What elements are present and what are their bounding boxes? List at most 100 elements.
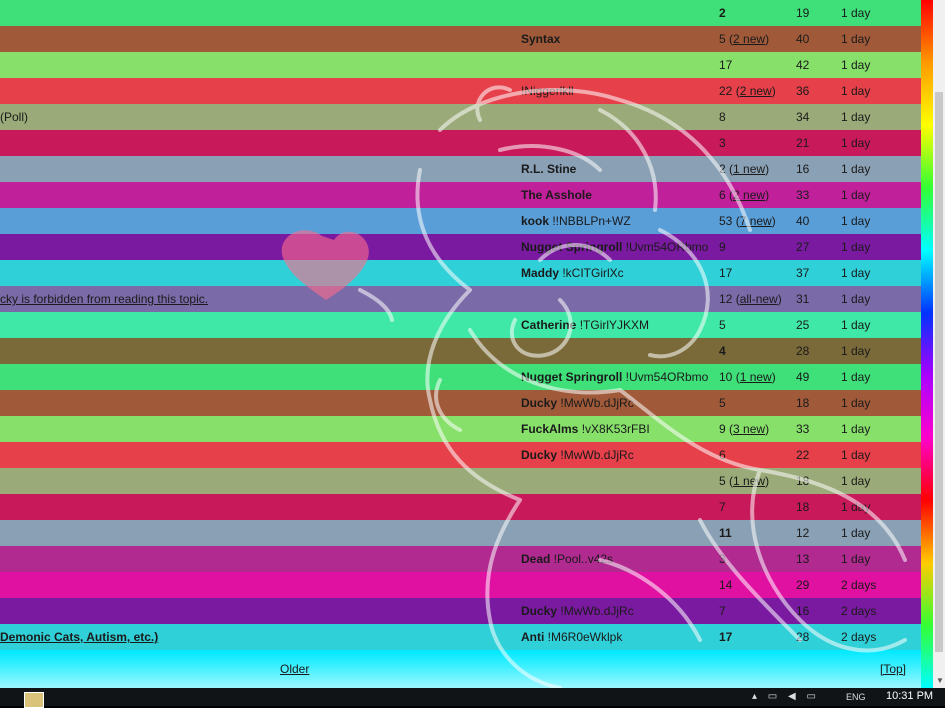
topic-row: !Niggerlkll 22 (2 new) 36 1 day <box>0 78 921 104</box>
reply-number: 2 <box>719 6 726 20</box>
paren-close: ) <box>765 32 770 46</box>
reply-count: 8 <box>719 104 726 130</box>
paren-close: ) <box>765 188 770 202</box>
new-posts-link[interactable]: 3 new <box>733 422 766 436</box>
reply-number: 6 <box>719 188 726 202</box>
topic-row: Ducky !MwWb.dJjRc 7 16 2 days <box>0 598 921 624</box>
reply-number: 8 <box>719 110 726 124</box>
author-name[interactable]: Nugget Springroll !Uvm54ORbmo <box>521 364 708 390</box>
author-name[interactable]: Maddy !kCITGirlXc <box>521 260 624 286</box>
author-nick: FuckAlms <box>521 422 579 436</box>
author-nick: Ducky <box>521 396 558 410</box>
new-posts-link[interactable]: 2 new <box>733 32 766 46</box>
last-post-time: 1 day <box>841 136 871 150</box>
view-count: 28 <box>796 344 810 358</box>
author-name[interactable]: Catherine !TGirlYJKXM <box>521 312 649 338</box>
reply-number: 17 <box>719 630 733 644</box>
topic-title[interactable]: Demonic Cats, Autism, etc.) <box>0 630 159 644</box>
view-count: 25 <box>796 318 810 332</box>
author-name[interactable]: The Asshole <box>521 188 592 202</box>
reply-count: 5 (2 new) <box>719 26 769 52</box>
new-posts-link[interactable]: 2 new <box>739 84 772 98</box>
reply-count: 11 <box>719 520 732 546</box>
new-posts-link[interactable]: all-new <box>739 292 778 306</box>
author-name[interactable]: Dead !Pool..v42s <box>521 546 613 572</box>
author-tripcode: !MwWb.dJjRc <box>557 604 634 618</box>
last-post-time: 1 day <box>841 162 871 176</box>
paren-close: ) <box>771 214 776 228</box>
new-posts-link[interactable]: 7 new <box>739 214 772 228</box>
last-post-time: 1 day <box>841 110 871 124</box>
author-tripcode: !kCITGirlXc <box>559 266 624 280</box>
author-tripcode: !MwWb.dJjRc <box>557 396 634 410</box>
author-tripcode: !M6R0eWklpk <box>544 630 623 644</box>
reply-number: 17 <box>719 58 733 72</box>
topic-title[interactable]: cky is forbidden from reading this topic… <box>0 292 209 306</box>
author-tripcode: !TGirlYJKXM <box>576 318 650 332</box>
topic-list: 2 19 1 day Syntax 5 (2 new) 40 1 day 17 42 1 day!… <box>0 0 921 688</box>
author-nick: Ducky <box>521 448 558 462</box>
reply-number: 9 <box>719 422 726 436</box>
topic-row: (Poll) 8 34 1 day <box>0 104 921 130</box>
author-tripcode: !Uvm54ORbmo <box>622 370 709 384</box>
older-link[interactable]: Older <box>280 662 310 676</box>
language-indicator[interactable]: ENG <box>846 692 866 702</box>
view-count: 21 <box>796 136 810 150</box>
reply-number: 7 <box>719 500 726 514</box>
author-name[interactable]: Ducky !MwWb.dJjRc <box>521 598 634 624</box>
view-count: 19 <box>796 6 810 20</box>
paren-open: ( <box>732 370 740 384</box>
paren-close: ) <box>777 292 782 306</box>
paren-open: ( <box>725 188 734 202</box>
reply-number: 5 <box>719 474 726 488</box>
view-count: 36 <box>796 84 810 98</box>
system-tray-icons[interactable]: ▴ ▭ ◀ ▭ <box>752 691 820 702</box>
pagination-bar: Older [Top] <box>0 650 921 688</box>
author-name[interactable]: kook !!NBBLPn+WZ <box>521 208 631 234</box>
new-posts-link[interactable]: 1 new <box>739 370 772 384</box>
author-name[interactable]: Nugget Springroll !Uvm54ORbmo <box>521 234 708 260</box>
topic-row: 11 12 1 day <box>0 520 921 546</box>
scroll-down-arrow-icon[interactable]: ▼ <box>936 676 944 685</box>
last-post-time: 1 day <box>841 292 871 306</box>
author-name[interactable]: Syntax <box>521 32 561 46</box>
last-post-time: 2 days <box>841 578 877 592</box>
reply-count: 2 (1 new) <box>719 156 769 182</box>
reply-number: 5 <box>719 396 726 410</box>
topic-row: Catherine !TGirlYJKXM 5 25 1 day <box>0 312 921 338</box>
view-count: 18 <box>796 396 810 410</box>
reply-count: 4 <box>719 338 726 364</box>
reply-count: 7 <box>719 598 726 624</box>
topic-row: Ducky !MwWb.dJjRc 6 22 1 day <box>0 442 921 468</box>
topic-row: Syntax 5 (2 new) 40 1 day <box>0 26 921 52</box>
top-link[interactable]: [Top] <box>880 662 907 676</box>
new-posts-link[interactable]: 2 new <box>733 188 766 202</box>
view-count: 16 <box>796 604 810 618</box>
new-posts-link[interactable]: 1 new <box>733 162 766 176</box>
reply-count: 17 <box>719 52 732 78</box>
last-post-time: 2 days <box>841 630 877 644</box>
last-post-time: 1 day <box>841 422 871 436</box>
reply-number: 12 <box>719 292 733 306</box>
author-name[interactable]: Ducky !MwWb.dJjRc <box>521 390 634 416</box>
reply-count: 17 <box>719 624 732 650</box>
author-name[interactable]: Ducky !MwWb.dJjRc <box>521 442 634 468</box>
new-posts-link[interactable]: 1 new <box>733 474 766 488</box>
clock[interactable]: 10:31 PM <box>886 690 934 702</box>
author-name[interactable]: !Niggerlkll <box>521 84 574 98</box>
last-post-time: 1 day <box>841 214 871 228</box>
last-post-time: 1 day <box>841 84 871 98</box>
paren-close: ) <box>771 84 776 98</box>
last-post-time: 1 day <box>841 474 871 488</box>
author-name[interactable]: FuckAlms !vX8K53rFBI <box>521 416 650 442</box>
paren-open: ( <box>732 292 740 306</box>
scrollbar-thumb[interactable] <box>935 92 943 652</box>
author-name[interactable]: Anti !M6R0eWklpk <box>521 624 622 650</box>
reply-count: 5 <box>719 390 726 416</box>
reply-number: 5 <box>719 318 726 332</box>
reply-number: 5 <box>719 32 726 46</box>
topic-row: 14 29 2 days <box>0 572 921 598</box>
view-count: 33 <box>796 188 810 202</box>
author-tripcode: !Uvm54ORbmo <box>622 240 709 254</box>
author-name[interactable]: R.L. Stine <box>521 162 577 176</box>
